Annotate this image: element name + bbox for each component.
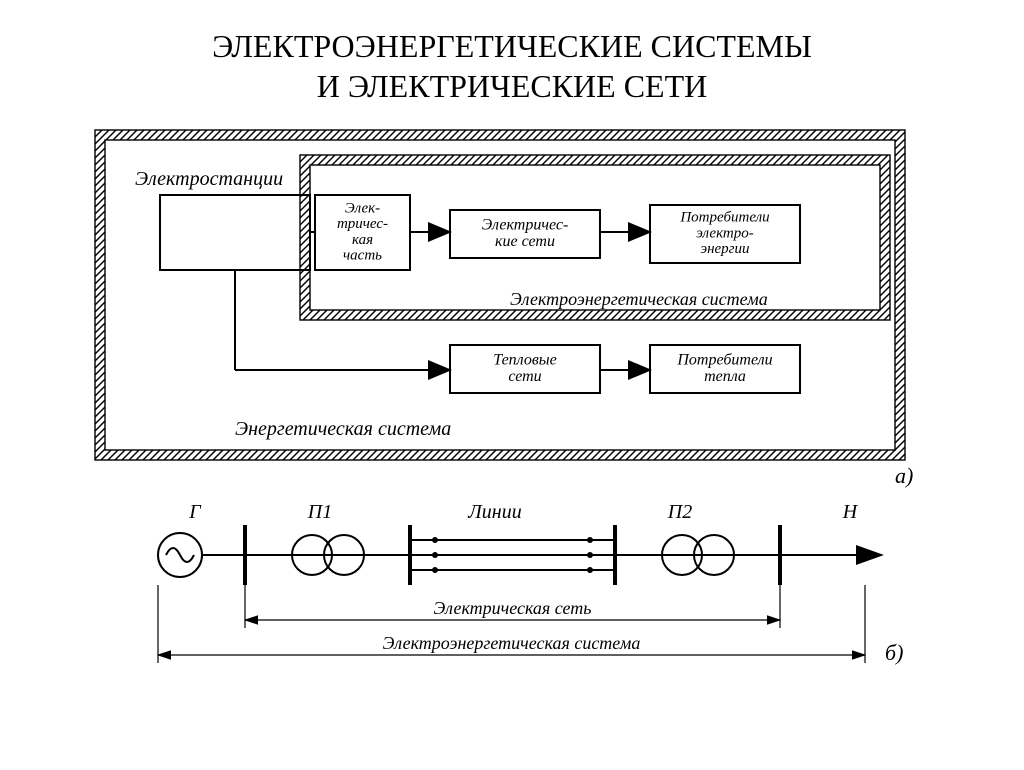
schematic-label-1: П1 — [307, 501, 332, 523]
dim-power-system-label: Электроэнергетическая система — [383, 633, 641, 653]
box-label-elec_nets-0: Электричес- — [482, 216, 569, 233]
diagram-b: Г П1 Линии П2 Н Электрическая сеть Электроэнер… — [0, 490, 1024, 770]
box-label-heat_nets-0: Тепловые — [493, 351, 556, 368]
box-label-heat_cons-0: Потребители — [676, 351, 772, 368]
node-dot-4 — [587, 552, 593, 558]
node-dot-2 — [432, 567, 438, 573]
box-label-elec_part-1: тричес- — [337, 216, 388, 232]
page: ЭЛЕКТРОЭНЕРГЕТИЧЕСКИЕ СИСТЕМЫ И ЭЛЕКТРИЧ… — [0, 0, 1024, 767]
node-dot-5 — [587, 567, 593, 573]
label-0: Электростанции — [135, 168, 283, 190]
box-label-elec_part-2: кая — [352, 232, 373, 248]
box-label-heat_nets-1: сети — [508, 368, 541, 385]
schematic-label-2: Линии — [467, 501, 521, 523]
box-label-elec_cons-1: электро- — [696, 225, 753, 241]
schematic-label-0: Г — [188, 501, 202, 523]
schematic-label-3: П2 — [667, 501, 692, 523]
node-dot-1 — [432, 552, 438, 558]
box-label-elec_cons-2: энергии — [700, 241, 749, 257]
label-1: Энергетическая система — [235, 418, 451, 440]
box-label-elec_cons-0: Потребители — [679, 210, 769, 226]
caption-b: б) — [885, 640, 903, 665]
dim-electric-network-label: Электрическая сеть — [434, 598, 592, 618]
box-label-elec_part-0: Элек- — [345, 200, 380, 216]
station-box — [160, 195, 310, 270]
node-dot-0 — [432, 537, 438, 543]
box-label-heat_cons-1: тепла — [704, 368, 746, 385]
box-label-elec_part-3: часть — [343, 248, 382, 264]
node-dot-3 — [587, 537, 593, 543]
schematic-label-4: Н — [842, 501, 859, 523]
diagram-a: Элек-тричес-каячасть Электричес-кие сети П… — [0, 0, 1024, 500]
box-label-elec_nets-1: кие сети — [495, 233, 555, 250]
label-2: Электроэнергетическая система — [510, 289, 768, 309]
caption-a: а) — [895, 463, 913, 488]
